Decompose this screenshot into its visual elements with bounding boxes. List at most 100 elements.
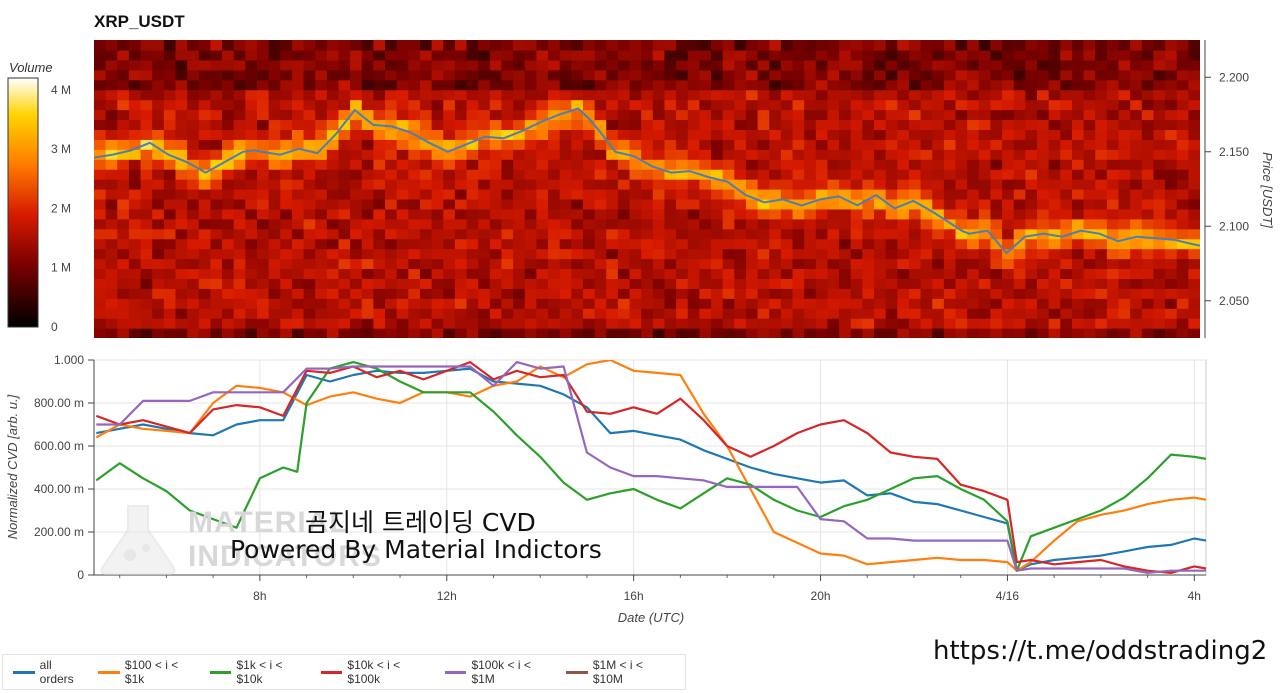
heatmap-cell (629, 189, 642, 200)
heatmap-cell (1130, 79, 1143, 91)
legend-swatch (320, 670, 343, 674)
heatmap-cell (385, 69, 398, 81)
heatmap-cell (920, 248, 933, 260)
heatmap-cell (897, 59, 910, 71)
heatmap-cell (757, 119, 770, 130)
heatmap-cell (606, 308, 619, 319)
heatmap-cell (955, 288, 968, 299)
heatmap-cell (943, 298, 957, 309)
heatmap-cell (897, 268, 910, 279)
heatmap-cell (454, 258, 468, 270)
heatmap-cell (1025, 79, 1038, 91)
heatmap-cell (94, 328, 107, 338)
heatmap-cell (687, 258, 700, 270)
heatmap-cell (198, 228, 212, 240)
legend-item-1[interactable]: $100 < i < $1k (98, 658, 200, 686)
heatmap-cell (606, 169, 619, 180)
heatmap-cell (1165, 308, 1178, 319)
heatmap-cell (908, 198, 922, 210)
heatmap-cell (687, 328, 700, 338)
channel-link[interactable]: https://t.me/oddstrading2 (933, 636, 1268, 666)
heatmap-cell (501, 238, 514, 250)
heatmap-cell (524, 318, 537, 329)
heatmap-cell (594, 198, 607, 210)
heatmap-cell (943, 238, 957, 250)
heatmap-cell (94, 218, 107, 230)
heatmap-cell (338, 198, 351, 210)
heatmap-cell (117, 99, 130, 111)
heatmap-cell (1037, 129, 1050, 140)
heatmap-cell (1095, 288, 1108, 299)
heatmap-cell (769, 179, 782, 190)
heatmap-cell (641, 328, 654, 338)
heatmap-cell (489, 40, 503, 51)
heatmap-cell (373, 268, 386, 279)
heatmap-cell (291, 40, 305, 51)
heatmap-cell (804, 248, 817, 260)
heatmap-cell (140, 49, 153, 61)
heatmap-cell (373, 308, 386, 319)
heatmap-cell (897, 208, 910, 220)
heatmap-cell (105, 89, 118, 101)
heatmap-cell (874, 129, 887, 140)
heatmap-cell (1013, 89, 1026, 101)
heatmap-cell (559, 49, 572, 61)
legend-item-0[interactable]: all orders (13, 658, 88, 686)
heatmap-cell (978, 139, 992, 150)
heatmap-cell (850, 109, 863, 121)
heatmap-cell (326, 89, 340, 101)
heatmap-cell (617, 268, 631, 279)
legend-item-3[interactable]: $10k < i < $100k (320, 658, 435, 686)
heatmap-cell (105, 99, 118, 111)
heatmap-cell (769, 328, 782, 338)
heatmap-cell (978, 69, 992, 81)
heatmap-cell (641, 278, 654, 289)
heatmap-cell (699, 218, 712, 230)
heatmap-cell (571, 208, 584, 220)
heatmap-cell (1141, 159, 1155, 170)
heatmap-cell (943, 198, 957, 210)
heatmap-cell (885, 159, 898, 170)
heatmap-cell (676, 258, 689, 270)
heatmap-cell (955, 149, 968, 160)
heatmap-cell (513, 40, 526, 51)
heatmap-cell (1165, 159, 1178, 170)
heatmap-cell (513, 109, 526, 121)
heatmap-cell (1176, 218, 1189, 230)
heatmap-cell (513, 169, 526, 180)
heatmap-cell (256, 49, 270, 61)
heatmap-cell (1165, 218, 1178, 230)
heatmap-cell (524, 69, 537, 81)
heatmap-cell (315, 89, 328, 101)
heatmap-cell (990, 169, 1003, 180)
heatmap-cell (117, 40, 130, 51)
legend-item-4[interactable]: $100k < i < $1M (444, 658, 556, 686)
legend-item-2[interactable]: $1k < i < $10k (209, 658, 311, 686)
heatmap-cell (862, 149, 875, 160)
heatmap-cell (501, 318, 514, 329)
heatmap-cell (780, 248, 794, 260)
heatmap-cell (839, 228, 852, 240)
heatmap-cell (280, 69, 293, 81)
heatmap-cell (757, 159, 770, 170)
heatmap-cell (222, 308, 235, 319)
heatmap-cell (827, 288, 840, 299)
heatmap-cell (128, 228, 142, 240)
heatmap-cell (617, 248, 631, 260)
legend-item-5[interactable]: $1M < i < $10M (566, 658, 675, 686)
heatmap-cell (175, 278, 188, 289)
heatmap-cell (361, 119, 375, 130)
heatmap-cell (571, 89, 584, 101)
heatmap-cell (990, 79, 1003, 91)
heatmap-cell (175, 79, 188, 91)
heatmap-cell (897, 139, 910, 150)
heatmap-cell (862, 169, 875, 180)
heatmap-cell (978, 189, 992, 200)
heatmap-cell (815, 278, 829, 289)
heatmap-cell (524, 258, 537, 270)
cvd-series-line-4 (96, 361, 1206, 574)
heatmap-cell (757, 49, 770, 61)
heatmap-cell (105, 238, 118, 250)
heatmap-cell (466, 129, 479, 140)
heatmap-cell (641, 228, 654, 240)
